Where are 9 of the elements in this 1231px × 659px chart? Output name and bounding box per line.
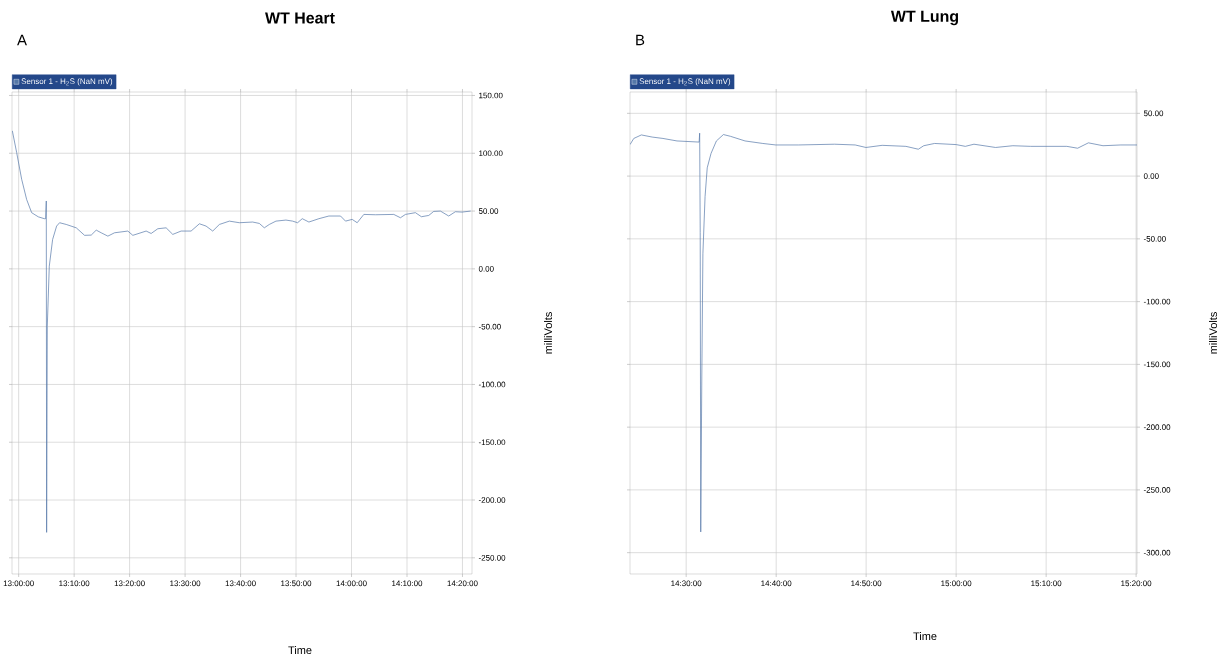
chart-title: WT Heart: [265, 12, 335, 24]
x-axis-title: Time: [913, 631, 937, 641]
y-axis-title: milliVolts: [1208, 312, 1218, 354]
text: B: [636, 34, 645, 46]
chart-title: WT Lung: [890, 10, 959, 26]
y-axis-title: milliVolts: [543, 312, 553, 354]
text: A: [17, 34, 27, 46]
x-axis-title: Time: [288, 645, 312, 655]
line-series: [12, 130, 472, 533]
